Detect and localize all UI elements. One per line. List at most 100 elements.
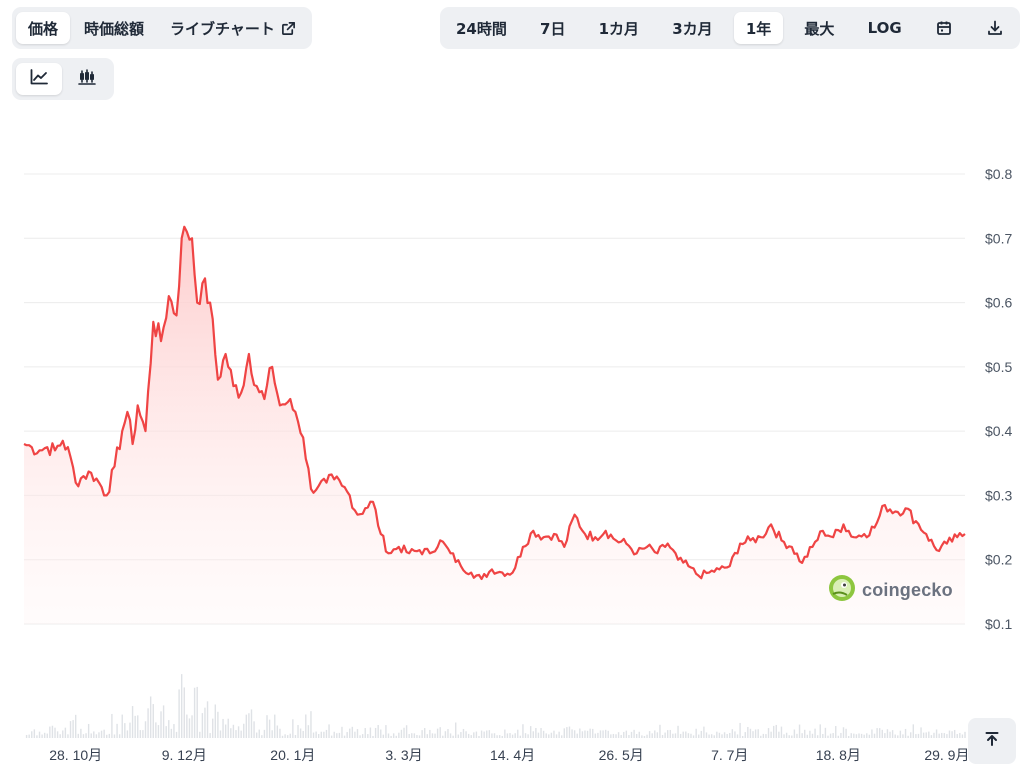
volume-bar bbox=[904, 728, 907, 738]
tab-price[interactable]: 価格 bbox=[16, 12, 71, 44]
volume-bar bbox=[568, 726, 571, 738]
scroll-to-top-button[interactable] bbox=[968, 718, 1016, 764]
volume-bar bbox=[341, 726, 343, 738]
volume-bar bbox=[806, 734, 809, 738]
volume-bar bbox=[873, 733, 876, 738]
volume-bar bbox=[193, 687, 196, 738]
tab-1y[interactable]: 1年 bbox=[733, 12, 784, 44]
tab-live-chart[interactable]: ライブチャート bbox=[158, 12, 308, 44]
volume-bar bbox=[183, 687, 185, 738]
volume-bar bbox=[134, 715, 136, 738]
volume-bar bbox=[72, 720, 74, 738]
tab-7d[interactable]: 7日 bbox=[528, 12, 577, 44]
volume-bar bbox=[845, 728, 847, 738]
volume-bar bbox=[95, 734, 98, 738]
volume-bar bbox=[819, 724, 821, 738]
volume-bar bbox=[827, 735, 829, 738]
volume-bar bbox=[884, 733, 886, 738]
volume-bar bbox=[147, 708, 149, 738]
volume-bar bbox=[155, 722, 157, 738]
volume-bar bbox=[480, 730, 483, 738]
volume-bar bbox=[602, 730, 604, 738]
volume-bar bbox=[129, 722, 131, 738]
volume-bar bbox=[698, 734, 700, 738]
tab-market-cap[interactable]: 時価総額 bbox=[72, 12, 156, 44]
tab-log[interactable]: LOG bbox=[856, 12, 914, 44]
tab-1m[interactable]: 1カ月 bbox=[587, 12, 651, 44]
volume-bar bbox=[142, 730, 144, 738]
volume-bar bbox=[126, 730, 129, 738]
volume-bar bbox=[209, 733, 211, 738]
volume-bar bbox=[281, 735, 284, 738]
volume-bar bbox=[731, 729, 734, 738]
volume-bar bbox=[434, 733, 436, 738]
tab-price-label: 価格 bbox=[28, 19, 59, 38]
volume-bar bbox=[594, 733, 597, 738]
volume-bar bbox=[667, 730, 669, 738]
volume-bar bbox=[330, 735, 333, 738]
calendar-button[interactable] bbox=[923, 12, 965, 44]
volume-bar bbox=[922, 732, 925, 738]
volume-bar bbox=[284, 734, 286, 738]
volume-bar bbox=[604, 729, 607, 738]
candlestick-chart-button[interactable] bbox=[64, 63, 110, 95]
line-chart-button[interactable] bbox=[16, 63, 62, 95]
volume-bar bbox=[103, 729, 105, 738]
download-button[interactable] bbox=[974, 12, 1016, 44]
x-tick-label: 28. 10月 bbox=[49, 747, 102, 763]
volume-bar bbox=[237, 726, 240, 738]
tab-3m-label: 3カ月 bbox=[672, 19, 713, 38]
volume-bar bbox=[726, 734, 728, 738]
volume-bar bbox=[374, 727, 377, 738]
volume-bar bbox=[235, 730, 237, 738]
volume-bar bbox=[424, 728, 426, 738]
volume-bar bbox=[403, 727, 405, 738]
tab-24h[interactable]: 24時間 bbox=[444, 12, 519, 44]
volume-bar bbox=[509, 733, 511, 738]
volume-bar bbox=[77, 733, 79, 738]
volume-bar bbox=[889, 731, 891, 738]
volume-bar bbox=[222, 718, 224, 738]
volume-bar bbox=[25, 734, 28, 738]
volume-bar bbox=[488, 730, 491, 738]
volume-bar bbox=[279, 728, 281, 738]
volume-bar bbox=[157, 725, 160, 738]
volume-bar bbox=[421, 730, 423, 738]
volume-bar bbox=[361, 734, 364, 738]
volume-bar bbox=[186, 714, 188, 738]
tab-3m[interactable]: 3カ月 bbox=[660, 12, 724, 44]
volume-bar bbox=[49, 726, 51, 738]
tab-max[interactable]: 最大 bbox=[792, 12, 846, 44]
volume-bar bbox=[641, 735, 643, 738]
volume-bar bbox=[276, 725, 279, 738]
volume-bar bbox=[28, 734, 30, 738]
volume-bar bbox=[925, 732, 927, 738]
volume-bar bbox=[139, 730, 142, 738]
x-tick-label: 9. 12月 bbox=[162, 747, 207, 763]
volume-bar bbox=[785, 732, 788, 738]
volume-bar bbox=[656, 732, 659, 738]
volume-bar bbox=[248, 713, 250, 738]
volume-bar bbox=[757, 729, 759, 738]
volume-bar bbox=[196, 686, 198, 738]
volume-bar bbox=[816, 735, 819, 738]
volume-bar bbox=[961, 734, 964, 738]
volume-bar bbox=[822, 733, 824, 738]
volume-bar bbox=[713, 735, 715, 738]
volume-bar bbox=[385, 725, 387, 738]
volume-bar bbox=[754, 729, 757, 738]
x-tick-label: 29. 9月 bbox=[924, 747, 969, 763]
volume-bar bbox=[638, 731, 640, 738]
volume-bar bbox=[271, 730, 273, 738]
metric-tabs: 価格 時価総額 ライブチャート bbox=[12, 7, 312, 49]
volume-bar bbox=[700, 730, 703, 738]
volume-bar bbox=[377, 725, 379, 738]
volume-bar bbox=[201, 713, 204, 738]
x-tick-label: 3. 3月 bbox=[385, 747, 422, 763]
volume-bar bbox=[690, 733, 692, 738]
volume-bar bbox=[230, 728, 232, 738]
volume-bar bbox=[51, 725, 54, 738]
volume-bar bbox=[866, 733, 868, 738]
volume-bar bbox=[31, 731, 33, 738]
volume-bar bbox=[144, 721, 147, 738]
